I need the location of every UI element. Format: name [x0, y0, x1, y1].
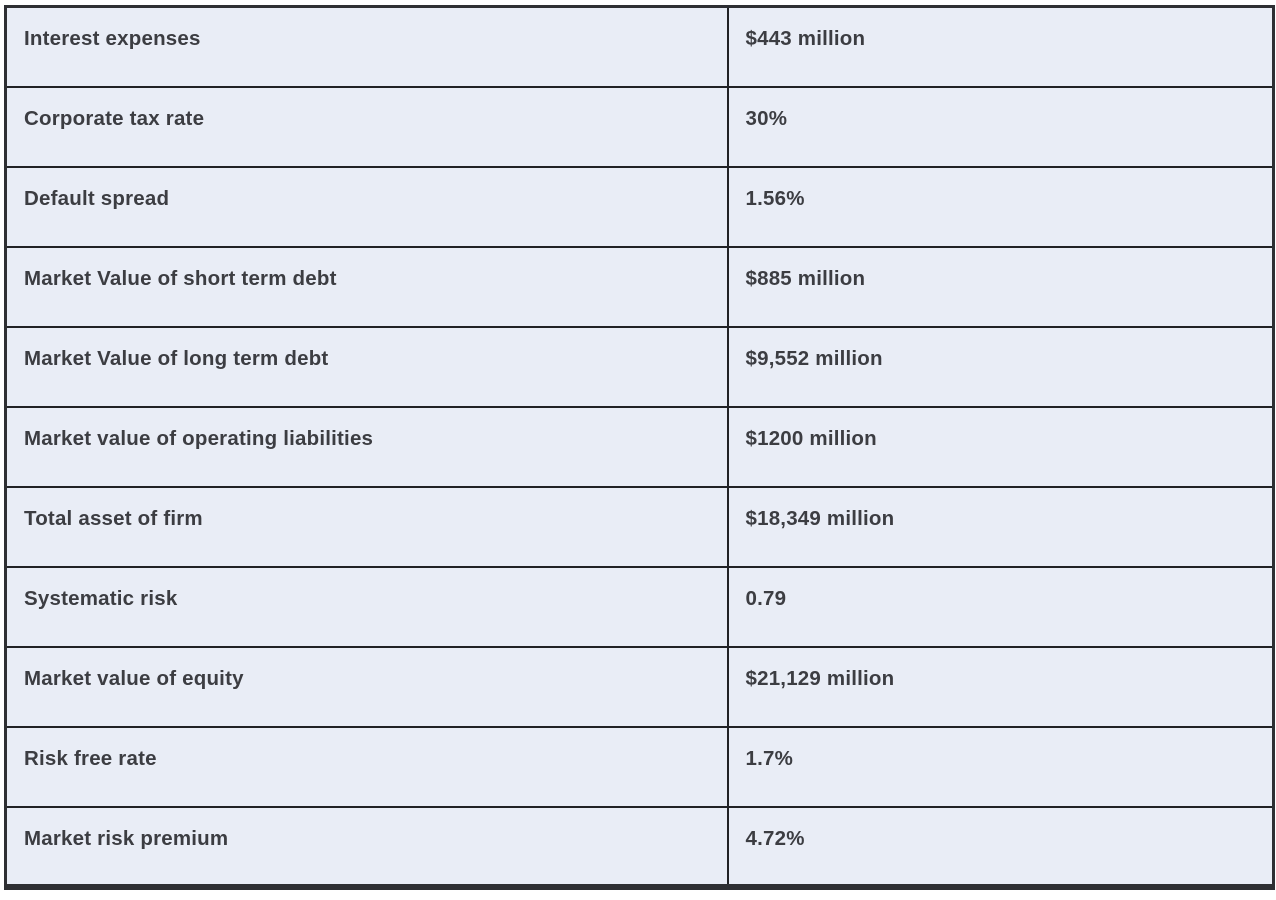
row-label: Market risk premium — [4, 805, 729, 888]
row-value: 0.79 — [726, 565, 1275, 648]
table-row: Interest expenses $443 million — [4, 5, 1275, 88]
table-row: Market risk premium 4.72% — [4, 805, 1275, 888]
row-value: $21,129 million — [726, 645, 1275, 728]
row-value: 30% — [726, 85, 1275, 168]
table-row: Risk free rate 1.7% — [4, 725, 1275, 808]
row-value: 1.56% — [726, 165, 1275, 248]
table-row: Market Value of short term debt $885 mil… — [4, 245, 1275, 328]
row-value: $18,349 million — [726, 485, 1275, 568]
row-label: Systematic risk — [4, 565, 729, 648]
table-row: Market Value of long term debt $9,552 mi… — [4, 325, 1275, 408]
row-label: Corporate tax rate — [4, 85, 729, 168]
table-row: Corporate tax rate 30% — [4, 85, 1275, 168]
row-value: $9,552 million — [726, 325, 1275, 408]
row-label: Market value of equity — [4, 645, 729, 728]
row-label: Risk free rate — [4, 725, 729, 808]
row-label: Interest expenses — [4, 5, 729, 88]
table-row: Systematic risk 0.79 — [4, 565, 1275, 648]
row-label: Total asset of firm — [4, 485, 729, 568]
table-row: Default spread 1.56% — [4, 165, 1275, 248]
row-label: Default spread — [4, 165, 729, 248]
table-row: Market value of operating liabilities $1… — [4, 405, 1275, 488]
financial-parameters-table: Interest expenses $443 million Corporate… — [4, 5, 1275, 890]
row-value: 4.72% — [726, 805, 1275, 888]
row-label: Market value of operating liabilities — [4, 405, 729, 488]
row-value: $1200 million — [726, 405, 1275, 488]
row-label: Market Value of short term debt — [4, 245, 729, 328]
table-row: Total asset of firm $18,349 million — [4, 485, 1275, 568]
table-body: Interest expenses $443 million Corporate… — [4, 5, 1275, 888]
table-row: Market value of equity $21,129 million — [4, 645, 1275, 728]
row-value: $885 million — [726, 245, 1275, 328]
row-value: 1.7% — [726, 725, 1275, 808]
row-label: Market Value of long term debt — [4, 325, 729, 408]
row-value: $443 million — [726, 5, 1275, 88]
